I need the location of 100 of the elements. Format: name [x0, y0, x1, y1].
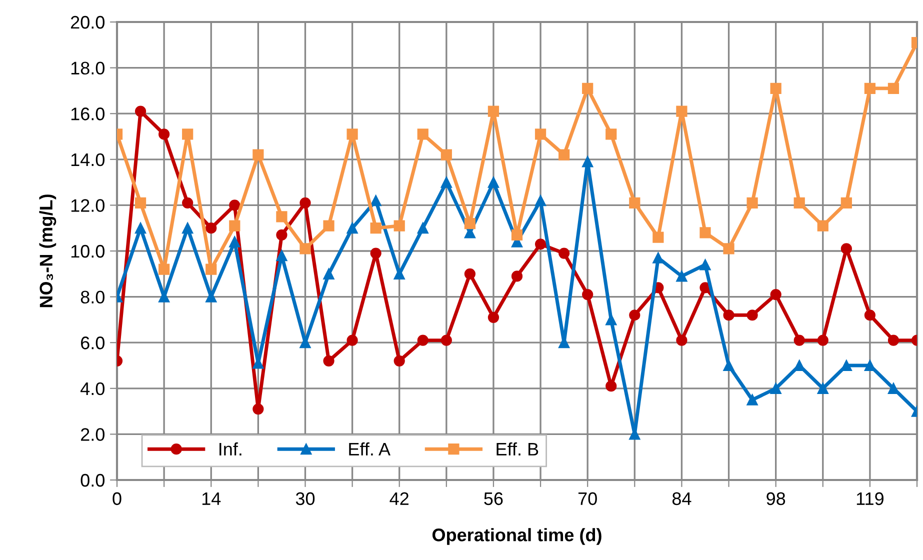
point [840, 197, 852, 208]
point [723, 243, 734, 254]
point [346, 334, 358, 346]
point [888, 82, 900, 94]
point [440, 149, 452, 160]
x-tick-label: 84 [672, 492, 692, 506]
point [276, 211, 288, 222]
y-tick-label: 0.0 [80, 474, 104, 487]
point [770, 288, 782, 300]
point [252, 149, 264, 160]
point [394, 220, 405, 232]
point [206, 264, 217, 275]
point [770, 82, 782, 94]
point [511, 229, 523, 241]
point [440, 176, 452, 188]
point [300, 197, 311, 208]
point [700, 259, 711, 270]
point [746, 197, 758, 208]
point [417, 334, 428, 346]
y-axis-title: NO₃-N (mg/L) [39, 194, 56, 308]
point [206, 291, 217, 302]
point [817, 220, 828, 232]
point [770, 382, 782, 394]
y-tick-label: 14.0 [71, 153, 104, 166]
point [229, 236, 240, 248]
y-tick-label: 20.0 [70, 16, 104, 29]
point [158, 291, 170, 302]
point [370, 195, 382, 206]
point [276, 229, 288, 241]
legend-label: Eff. A [349, 442, 390, 456]
point [346, 128, 358, 140]
point [370, 248, 382, 259]
point [394, 268, 405, 280]
point [700, 227, 711, 238]
x-tick-label: 70 [578, 492, 597, 506]
legend-label: Eff. B [496, 442, 538, 456]
point [723, 310, 734, 321]
point [511, 270, 523, 282]
point [229, 200, 240, 211]
point [488, 176, 500, 188]
point [746, 394, 758, 406]
legend-label: Inf. [220, 442, 242, 456]
point [888, 382, 900, 394]
point [629, 310, 640, 321]
point [794, 334, 805, 346]
point [606, 128, 617, 140]
point [440, 334, 452, 346]
point [817, 334, 828, 346]
point [488, 312, 500, 323]
point [652, 252, 664, 264]
point [182, 222, 194, 234]
point [182, 128, 194, 140]
point [534, 128, 546, 140]
x-tick-label: 42 [390, 492, 408, 505]
point [417, 222, 428, 234]
y-tick-label: 12.0 [71, 199, 104, 212]
point [582, 156, 594, 168]
x-tick-label: 98 [766, 492, 786, 506]
point [158, 264, 170, 275]
point [134, 106, 146, 117]
point [300, 243, 311, 254]
point [323, 220, 334, 232]
point [417, 128, 428, 140]
point [746, 310, 758, 321]
point [817, 382, 828, 394]
point [464, 268, 476, 280]
point [558, 248, 570, 259]
x-tick-label: 119 [856, 492, 884, 506]
point [488, 106, 500, 117]
point [323, 355, 334, 366]
point [558, 149, 570, 160]
y-tick-label: 10.0 [71, 244, 104, 258]
point [606, 314, 617, 326]
point [346, 222, 358, 234]
point [840, 360, 852, 372]
point [582, 82, 594, 94]
point [252, 403, 264, 415]
point [464, 218, 476, 230]
y-tick-label: 6.0 [81, 336, 104, 350]
point [134, 222, 146, 234]
point [652, 232, 664, 243]
point [629, 197, 640, 208]
point [582, 288, 594, 300]
point [864, 82, 876, 94]
y-tick-label: 2.0 [81, 428, 104, 441]
point [276, 250, 288, 262]
point [394, 355, 405, 366]
point [300, 337, 311, 348]
point [676, 270, 688, 282]
point [840, 243, 852, 254]
x-tick-label: 56 [484, 492, 503, 506]
x-axis-title: Operational time (d) [432, 528, 602, 545]
point [206, 222, 217, 234]
point [534, 195, 546, 206]
point [888, 334, 900, 346]
x-tick-label: 0 [112, 492, 122, 506]
y-tick-label: 18.0 [71, 62, 104, 75]
point [794, 197, 805, 208]
point [676, 106, 688, 117]
point [676, 334, 688, 346]
